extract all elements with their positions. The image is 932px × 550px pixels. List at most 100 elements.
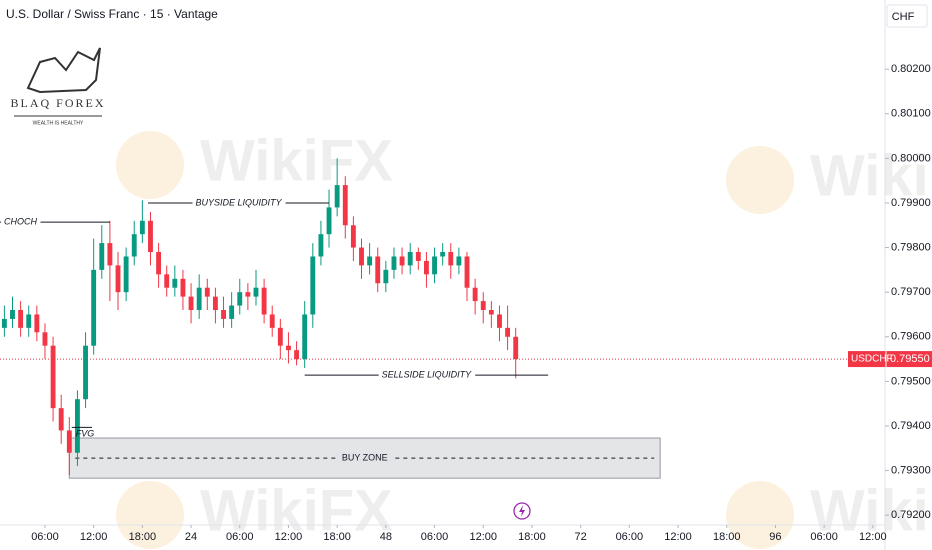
candle-body [123, 256, 129, 293]
candle-body [488, 310, 494, 315]
candle-body [497, 314, 502, 328]
watermark: WikiFX [810, 143, 932, 208]
candle-body [83, 345, 88, 400]
candle-body [18, 310, 24, 328]
y-tick-label: 0.79700 [891, 286, 931, 298]
watermark-logo [116, 481, 184, 549]
y-tick-label: 0.80000 [891, 152, 931, 164]
candle-body [261, 287, 267, 315]
candle-body [505, 327, 511, 337]
currency-box[interactable] [886, 4, 928, 28]
candle-body [269, 314, 275, 328]
watermark: WikiFX [200, 478, 393, 543]
candle-body [42, 332, 48, 346]
candle-body [253, 287, 259, 297]
x-tick-label: 24 [185, 531, 197, 543]
x-tick-label: 06:00 [616, 531, 644, 543]
x-tick-label: 18:00 [129, 531, 157, 543]
candle-body [221, 310, 226, 319]
label-bg [378, 369, 476, 380]
last-price-label: 0.79550 [890, 353, 930, 365]
x-tick-label: 12:00 [664, 531, 692, 543]
candle-body [229, 305, 235, 319]
candle-body [423, 260, 429, 275]
x-tick-label: 18:00 [518, 531, 546, 543]
y-tick-label: 0.79600 [891, 331, 931, 343]
x-tick-label: 12:00 [275, 531, 303, 543]
y-tick-label: 0.79500 [891, 375, 931, 387]
x-tick-label: 06:00 [421, 531, 449, 543]
watermark: WikiFX [810, 478, 932, 543]
y-tick-label: 0.79900 [891, 197, 931, 209]
watermark: WikiFX [200, 128, 393, 193]
candle-body [188, 296, 194, 311]
candle-body [513, 336, 519, 360]
y-tick-label: 0.80200 [891, 63, 931, 75]
annotation-label: SELLSIDE LIQUIDITY [382, 370, 473, 380]
candle-body [326, 207, 332, 235]
candle-body [472, 287, 478, 302]
x-tick-label: 72 [575, 531, 587, 543]
candle-body [367, 256, 373, 266]
x-tick-label: 48 [380, 531, 392, 543]
label-bg [192, 197, 286, 208]
logo: BLAQ FOREX WEALTH IS HEALTHY [10, 47, 104, 126]
y-tick-label: 0.79200 [891, 509, 931, 521]
x-tick-label: 12:00 [859, 531, 887, 543]
candle-body [407, 252, 413, 266]
lightning [519, 505, 525, 517]
candle-body [310, 256, 316, 315]
candle-body [58, 408, 64, 431]
candle-body [204, 287, 210, 297]
candle-body [115, 265, 121, 293]
symbol-label: USDCHF [851, 354, 893, 365]
x-tick-label: 12:00 [469, 531, 497, 543]
candle-body [245, 292, 251, 297]
candle-body [172, 278, 178, 288]
candle-body [464, 256, 470, 288]
watermarks: WikiFX WikiFX WikiFX WikiFX [116, 128, 932, 549]
candle-body [1, 318, 7, 328]
candle-body [131, 234, 137, 257]
y-tick-label: 0.79800 [891, 241, 931, 253]
candle-body [34, 314, 40, 333]
buy-zone-label: BUY ZONE [342, 452, 388, 462]
label-bg [1, 216, 41, 227]
y-tick-label: 0.79400 [891, 420, 931, 432]
x-tick-label: 06:00 [31, 531, 59, 543]
x-tick-label: 96 [769, 531, 781, 543]
candle-body [26, 314, 32, 328]
candle-body [432, 256, 437, 275]
candle-body [440, 252, 446, 257]
x-tick-label: 18:00 [323, 531, 351, 543]
annotation-label: FVG [76, 429, 95, 439]
x-tick-label: 12:00 [80, 531, 108, 543]
candle-body [383, 269, 389, 284]
x-tick-label: 06:00 [810, 531, 838, 543]
candle-body [302, 314, 308, 360]
candle-body [334, 185, 340, 208]
logo-bull [26, 47, 101, 94]
candle-body [148, 220, 153, 253]
candle-body [74, 399, 80, 453]
watermark-logo [726, 146, 794, 214]
watermark-logo [726, 481, 794, 549]
candle-body [480, 301, 486, 311]
label-bg [335, 452, 394, 463]
candle-body [277, 327, 283, 346]
candle-body [10, 310, 15, 319]
candle-body [180, 278, 186, 297]
candle-body [50, 345, 56, 409]
candle-body [415, 252, 421, 261]
candle-body [375, 256, 381, 284]
candle-body [156, 252, 162, 275]
candle-body [99, 243, 105, 270]
candle-body [456, 256, 462, 266]
candle-body [91, 269, 97, 346]
chart-title: U.S. Dollar / Swiss Franc · 15 · Vantage [6, 7, 218, 21]
candle-body [342, 185, 348, 226]
candle-body [359, 247, 364, 266]
annotation-label: CHOCH [4, 217, 37, 227]
